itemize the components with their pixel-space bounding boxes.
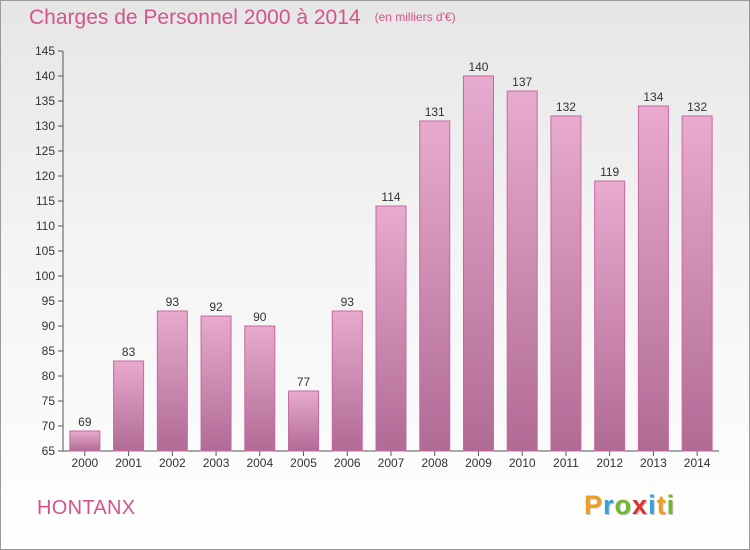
- y-tick-label: 115: [36, 194, 55, 208]
- bar-value-label: 131: [425, 105, 445, 119]
- bar[interactable]: [462, 75, 494, 452]
- x-tick-label: 2002: [159, 456, 186, 470]
- logo-letter: i: [666, 490, 676, 520]
- x-tick-label: 2010: [509, 456, 536, 470]
- y-tick-label: 100: [35, 269, 55, 283]
- y-tick-label: 135: [35, 94, 55, 108]
- y-tick-label: 70: [42, 419, 56, 433]
- y-tick-label: 90: [42, 319, 56, 333]
- x-axis: 2000 2001 2002 2003 2004 2005 2006 2007 2008 2009…: [63, 450, 719, 470]
- y-tick-label: 110: [36, 219, 55, 233]
- bar-value-label: 92: [209, 300, 223, 314]
- x-tick-label: 2001: [115, 456, 142, 470]
- x-tick-label: 2000: [72, 456, 99, 470]
- bar[interactable]: [113, 360, 145, 452]
- chart-title: Charges de Personnel 2000 à 2014 (en mill…: [29, 6, 456, 30]
- bar-value-label: 90: [253, 310, 267, 324]
- x-tick-label: 2007: [378, 456, 405, 470]
- y-axis: 65 70 75 80 85 90 95 100 105 110 115 120 125 130 135 14…: [35, 44, 64, 458]
- bar[interactable]: [156, 310, 188, 452]
- bar-value-label: 140: [468, 60, 488, 74]
- bar[interactable]: [637, 105, 669, 452]
- bar[interactable]: [594, 180, 626, 452]
- x-tick-label: 2008: [421, 456, 448, 470]
- place-name: HONTANX: [37, 497, 136, 519]
- chart-title-text: Charges de Personnel 2000 à 2014: [29, 6, 361, 29]
- bar-value-label: 69: [78, 415, 92, 429]
- y-tick-label: 95: [42, 294, 56, 308]
- bar[interactable]: [69, 430, 101, 452]
- x-tick-label: 2004: [246, 456, 273, 470]
- bar-value-label: 93: [341, 295, 355, 309]
- y-tick-label: 125: [35, 144, 55, 158]
- bars-group: [69, 75, 713, 452]
- x-tick-label: 2003: [203, 456, 230, 470]
- y-tick-label: 145: [35, 44, 55, 58]
- bar-value-label: 132: [556, 100, 576, 114]
- chart-subtitle: (en milliers d'€): [374, 10, 456, 24]
- logo-letter: o: [614, 490, 633, 520]
- bar-value-label: 77: [297, 375, 311, 389]
- logo-letter: x: [632, 490, 649, 520]
- logo-letter: P: [584, 490, 604, 520]
- bar[interactable]: [288, 390, 320, 452]
- x-tick-label: 2011: [553, 456, 579, 470]
- y-tick-label: 75: [42, 394, 56, 408]
- y-tick-label: 130: [35, 119, 55, 133]
- x-tick-label: 2014: [684, 456, 711, 470]
- bar[interactable]: [419, 120, 451, 452]
- bar-value-label: 114: [381, 190, 400, 204]
- y-tick-label: 120: [35, 169, 55, 183]
- bar-value-label: 137: [512, 75, 532, 89]
- logo-letter: t: [656, 490, 667, 520]
- y-tick-label: 105: [35, 244, 55, 258]
- data-labels-group: 69 83 93 92 90 77 93 114 131 140 137 132 119 134 132: [78, 60, 707, 429]
- x-tick-label: 2005: [290, 456, 317, 470]
- y-tick-label: 85: [42, 344, 56, 358]
- bar-value-label: 93: [166, 295, 180, 309]
- x-tick-label: 2013: [640, 456, 667, 470]
- logo-letter: r: [603, 490, 615, 520]
- y-tick-label: 80: [42, 369, 56, 383]
- y-tick-label: 140: [35, 69, 55, 83]
- bar[interactable]: [331, 310, 363, 452]
- bar[interactable]: [375, 205, 407, 452]
- y-tick-label: 65: [42, 444, 56, 458]
- bar[interactable]: [681, 115, 713, 452]
- bar[interactable]: [550, 115, 582, 452]
- x-tick-label: 2009: [465, 456, 492, 470]
- proxiti-logo[interactable]: Proxiti: [584, 490, 675, 521]
- bar-value-label: 83: [122, 345, 136, 359]
- bar-value-label: 134: [643, 90, 663, 104]
- x-tick-label: 2006: [334, 456, 361, 470]
- bar[interactable]: [506, 90, 538, 452]
- bar[interactable]: [200, 315, 232, 452]
- bar-value-label: 132: [687, 100, 707, 114]
- logo-letter: i: [648, 490, 657, 520]
- bar[interactable]: [244, 325, 276, 452]
- x-tick-label: 2012: [596, 456, 623, 470]
- bar-value-label: 119: [600, 165, 619, 179]
